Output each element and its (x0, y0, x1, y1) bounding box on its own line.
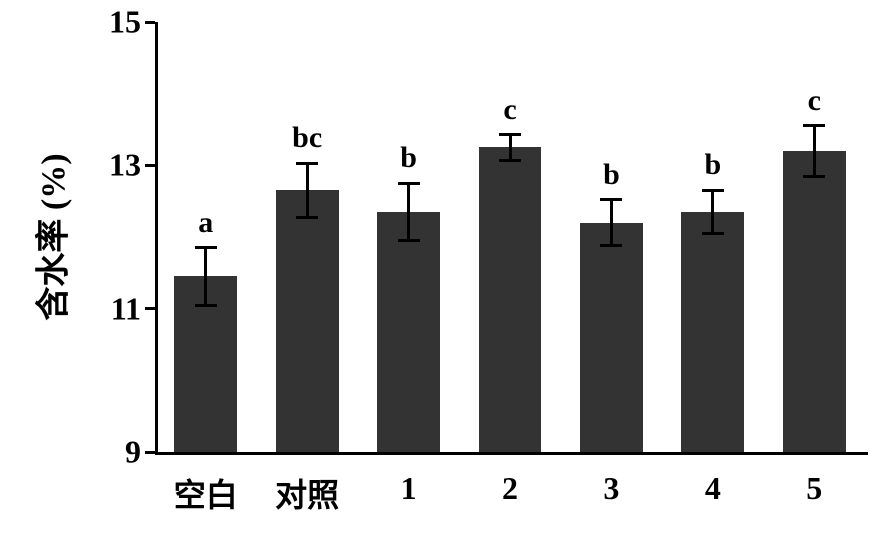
bar (377, 212, 440, 452)
significance-label: c (503, 93, 516, 127)
x-category-label: 对照 (275, 470, 339, 516)
x-category-label: 5 (806, 470, 822, 507)
error-cap (398, 182, 420, 185)
error-cap (296, 162, 318, 165)
significance-label: a (198, 206, 213, 240)
error-bar (407, 183, 410, 240)
y-tick-label: 15 (109, 4, 141, 41)
error-cap (195, 304, 217, 307)
x-category-label: 空白 (174, 470, 238, 516)
bar (580, 223, 643, 452)
bar (276, 190, 339, 452)
significance-label: bc (292, 121, 322, 155)
x-category-label: 1 (401, 470, 417, 507)
significance-label: b (603, 158, 620, 192)
error-cap (499, 159, 521, 162)
error-bar (306, 163, 309, 217)
error-cap (600, 244, 622, 247)
error-cap (398, 239, 420, 242)
bar-chart: 含水率 (%) 9 11 13 15 a 空白 bc 对照 b 1 c 2 b 3 b 4 c 5 (0, 0, 893, 559)
x-category-label: 3 (603, 470, 619, 507)
y-axis-label: 含水率 (%) (26, 153, 75, 320)
y-tick-label: 9 (125, 434, 141, 471)
error-bar (711, 190, 714, 233)
error-bar (509, 135, 512, 161)
y-tick-mark (145, 21, 155, 24)
error-cap (195, 246, 217, 249)
error-cap (803, 124, 825, 127)
y-tick-mark (145, 307, 155, 310)
y-tick-mark (145, 451, 155, 454)
y-tick-mark (145, 164, 155, 167)
x-category-label: 4 (705, 470, 721, 507)
error-cap (296, 216, 318, 219)
y-tick-label: 11 (111, 290, 141, 327)
bar (681, 212, 744, 452)
significance-label: b (705, 148, 722, 182)
error-cap (702, 232, 724, 235)
x-category-label: 2 (502, 470, 518, 507)
error-bar (813, 126, 816, 176)
error-cap (499, 133, 521, 136)
bar (479, 147, 542, 452)
error-cap (600, 198, 622, 201)
error-bar (610, 200, 613, 246)
y-tick-label: 13 (109, 147, 141, 184)
error-cap (803, 175, 825, 178)
significance-label: c (808, 84, 821, 118)
significance-label: b (400, 141, 417, 175)
error-cap (702, 189, 724, 192)
bar (783, 151, 846, 452)
error-bar (204, 248, 207, 305)
